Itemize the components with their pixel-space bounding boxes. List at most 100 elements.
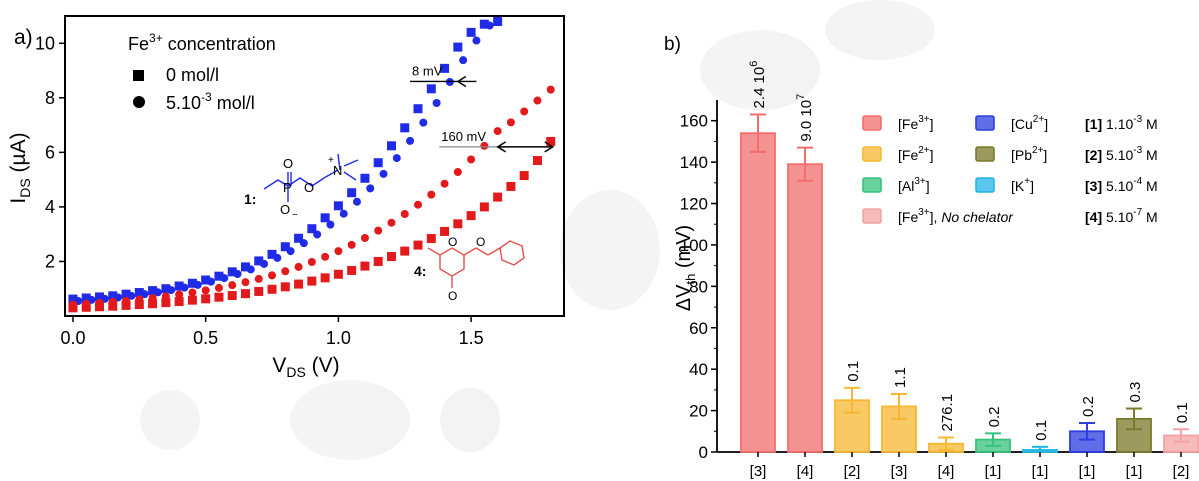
y-tick-label: 140 — [680, 153, 708, 172]
data-point-square — [294, 279, 304, 289]
data-point-circle — [453, 168, 462, 176]
legend-item: [Pb2+] — [975, 145, 1047, 163]
x-tick-label: [3] — [750, 463, 767, 480]
molecule-1-atoms: O P O − O N + — [280, 155, 342, 221]
panel-a-plot-frame — [64, 15, 565, 317]
data-point-circle — [520, 107, 529, 116]
concentration-label: [3] 5.10-4 M — [1085, 176, 1158, 194]
data-point-square — [493, 192, 503, 202]
legend-label-0: 0 mol/l — [166, 65, 219, 85]
data-point-square — [201, 275, 211, 285]
legend-swatch — [975, 177, 995, 193]
data-point-square — [386, 252, 396, 262]
y-tick-label: 100 — [680, 236, 708, 255]
data-point-circle — [414, 200, 423, 209]
data-point-square — [386, 141, 396, 151]
legend-label: [Fe3+] — [898, 114, 934, 132]
data-point-circle — [273, 253, 282, 262]
legend-swatch — [862, 177, 882, 193]
data-point-square — [466, 211, 476, 221]
molecule-1-structure — [263, 153, 359, 202]
y-tick-label: 20 — [689, 402, 708, 421]
bar-group: 2.4 106 — [740, 61, 776, 453]
data-point-circle — [352, 197, 361, 206]
data-point-circle — [480, 141, 489, 150]
data-point-square — [214, 292, 224, 302]
compound-4-label: 4: — [414, 263, 426, 279]
data-point-circle — [220, 274, 229, 283]
concentration-label: [4] 5.10-7 M — [1085, 207, 1158, 225]
data-point-square — [333, 269, 343, 279]
data-point-square — [280, 242, 290, 252]
data-point-square — [360, 173, 370, 183]
bar-value-label: 1.1 — [892, 367, 909, 388]
data-point-circle — [419, 118, 428, 127]
x-tick-label: [1] — [1079, 463, 1096, 480]
data-point-square — [493, 16, 503, 26]
molecule-4-atoms: O O O — [448, 235, 485, 303]
annotation-label: 160 mV — [441, 129, 486, 144]
panel-a-x-axis: 0.0 0.5 1.0 1.5 — [60, 316, 484, 348]
data-point-square — [134, 288, 144, 298]
legend-label-1: 5.10-3 mol/l — [166, 90, 255, 113]
data-point-circle — [360, 234, 369, 242]
data-point-circle — [167, 286, 176, 295]
data-point-circle — [228, 281, 237, 290]
data-point-circle — [140, 290, 149, 299]
data-point-circle — [82, 299, 91, 308]
y-tick-label: 80 — [689, 277, 708, 296]
data-point-square — [307, 276, 317, 286]
data-point-square — [161, 284, 171, 294]
bar-value-label: 0.2 — [1080, 396, 1097, 417]
data-point-square — [134, 300, 144, 310]
bar-value-label: 0.1 — [1033, 420, 1050, 441]
data-point-circle — [188, 288, 197, 297]
data-point-circle — [392, 154, 401, 163]
y-tick-label: 40 — [689, 360, 708, 379]
panel-b: b) 0 20 40 60 80 100 120 140 160 2.4 106 9.0 107 0… — [664, 34, 1199, 480]
x-tick-label: 1.5 — [459, 328, 484, 348]
svg-text:O: O — [448, 289, 457, 303]
data-point-square — [320, 273, 330, 283]
legend-swatch — [862, 115, 882, 131]
x-tick-label: [1] — [1126, 463, 1143, 480]
data-point-circle — [161, 292, 170, 301]
data-point-square — [519, 171, 529, 181]
panel-b-y-axis-title: ΔVth (mV) — [673, 225, 698, 311]
data-point-square — [506, 181, 516, 191]
concentration-label: [2] 5.10-3 M — [1085, 145, 1158, 163]
data-point-circle — [214, 283, 223, 292]
x-tick-label: 0.5 — [193, 328, 218, 348]
data-point-square — [201, 294, 211, 304]
data-point-circle — [459, 56, 468, 65]
data-point-square — [148, 299, 158, 309]
data-point-square — [187, 295, 197, 305]
x-tick-label: [4] — [797, 463, 814, 480]
legend-label: [Pb2+] — [1011, 145, 1047, 163]
data-point-square — [174, 281, 184, 291]
data-point-square — [532, 156, 542, 166]
y-tick-label: 4 — [45, 197, 55, 217]
data-point-circle — [260, 259, 269, 268]
data-point-circle — [246, 265, 255, 274]
data-point-circle — [440, 179, 449, 188]
bar-group: 0.1 — [834, 361, 870, 453]
data-point-square — [320, 213, 330, 223]
data-point-square — [108, 291, 118, 301]
svg-text:+: + — [328, 155, 334, 166]
data-point-square — [254, 286, 264, 296]
data-point-circle — [366, 184, 375, 193]
data-point-circle — [294, 262, 303, 271]
legend-label: [K+] — [1011, 176, 1034, 194]
data-point-circle — [201, 286, 210, 295]
concentration-label: [1] 1.10-3 M — [1085, 114, 1158, 132]
svg-text:−: − — [292, 210, 298, 221]
data-point-square — [95, 292, 105, 302]
data-point-circle — [334, 247, 343, 256]
panel-b-legend: [Fe3+] [Fe2+] [Al3+] [Fe3+], No chelator [Cu… — [862, 114, 1158, 225]
svg-text:O: O — [304, 180, 314, 195]
data-point-square — [267, 249, 277, 259]
y-tick-label: 160 — [680, 112, 708, 131]
data-point-square — [161, 298, 171, 308]
data-point-circle — [127, 291, 136, 300]
